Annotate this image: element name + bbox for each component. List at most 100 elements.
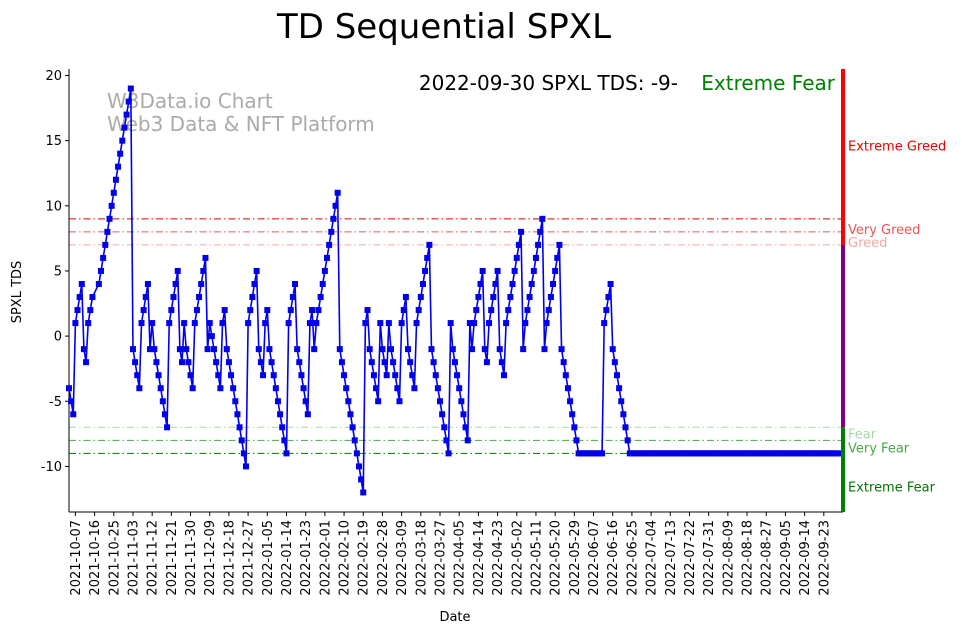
data-point (624, 437, 631, 444)
data-point (279, 424, 286, 431)
data-point (266, 346, 273, 353)
data-point (347, 411, 354, 418)
data-point (119, 137, 126, 144)
data-point (317, 294, 324, 301)
data-point (558, 346, 565, 353)
x-tick-label: 2022-09-05 (779, 520, 794, 596)
data-point (204, 346, 211, 353)
data-point (402, 294, 409, 301)
data-point (140, 307, 147, 314)
data-point (338, 359, 345, 366)
data-point (835, 450, 842, 457)
data-point (496, 346, 503, 353)
data-point (373, 385, 380, 392)
data-point (74, 307, 81, 314)
data-point (486, 320, 493, 327)
series-line (68, 87, 839, 494)
data-point (611, 359, 618, 366)
data-point (242, 463, 249, 470)
data-point (76, 294, 83, 301)
data-point (309, 307, 316, 314)
data-point (524, 307, 531, 314)
data-point (228, 372, 235, 379)
data-point (539, 215, 546, 222)
data-point (381, 359, 388, 366)
watermark: W3Data.io Chart Web3 Data & NFT Platform (107, 89, 375, 136)
data-point (505, 307, 512, 314)
data-point (95, 280, 102, 287)
data-point (219, 320, 226, 327)
data-point (426, 241, 433, 248)
data-point (302, 398, 309, 405)
data-point (102, 241, 109, 248)
x-tick-label: 2021-10-16 (88, 520, 103, 596)
data-point (332, 202, 339, 209)
data-point (364, 307, 371, 314)
data-point (434, 385, 441, 392)
data-point (104, 228, 111, 235)
x-tick-label: 2022-05-11 (529, 520, 544, 596)
data-point (66, 385, 72, 392)
y-tick-label: 20 (45, 69, 62, 84)
x-tick-label: 2022-03-09 (395, 520, 410, 596)
data-point (528, 280, 535, 287)
chart-title: TD Sequential SPXL (276, 7, 611, 47)
data-point (189, 385, 196, 392)
data-point (144, 280, 151, 287)
y-tick-label: -10 (41, 460, 62, 475)
data-point (419, 280, 426, 287)
data-point (89, 294, 96, 301)
data-point (123, 111, 130, 118)
watermark-line1: W3Data.io Chart (107, 89, 273, 113)
data-point (343, 385, 350, 392)
x-tick-label: 2022-08-27 (760, 520, 775, 596)
data-point (518, 228, 525, 235)
data-point (168, 307, 175, 314)
data-point (345, 398, 352, 405)
data-point (377, 320, 384, 327)
data-point (257, 359, 264, 366)
y-tick-label: 0 (54, 330, 62, 345)
data-point (292, 280, 299, 287)
data-point (370, 372, 377, 379)
data-point (151, 346, 158, 353)
x-tick-label: 2022-04-23 (491, 520, 506, 596)
data-point (174, 267, 181, 274)
data-point (172, 280, 179, 287)
data-point (483, 359, 490, 366)
series-spxl-tds (66, 85, 842, 496)
data-point (287, 307, 294, 314)
data-point (215, 372, 222, 379)
data-point (213, 359, 220, 366)
data-point (477, 280, 484, 287)
data-point (240, 450, 247, 457)
data-point (417, 294, 424, 301)
data-point (155, 372, 162, 379)
data-point (620, 411, 627, 418)
data-point (289, 294, 296, 301)
data-point (407, 359, 414, 366)
data-point (351, 437, 358, 444)
data-point (509, 280, 516, 287)
data-point (193, 307, 200, 314)
data-point (100, 254, 107, 261)
x-tick-label: 2021-10-07 (69, 520, 84, 596)
x-tick-label: 2022-02-28 (376, 520, 391, 596)
data-point (198, 280, 205, 287)
zone-label-very-greed: Very Greed (848, 223, 920, 238)
data-point (441, 424, 448, 431)
data-point (520, 346, 527, 353)
data-point (313, 320, 320, 327)
data-point (613, 372, 620, 379)
data-point (573, 437, 580, 444)
x-tick-label: 2022-07-22 (683, 520, 698, 596)
data-point (319, 280, 326, 287)
data-point (424, 254, 431, 261)
data-point (475, 294, 482, 301)
data-point (492, 280, 499, 287)
data-point (296, 359, 303, 366)
data-point (85, 320, 92, 327)
data-point (375, 398, 382, 405)
